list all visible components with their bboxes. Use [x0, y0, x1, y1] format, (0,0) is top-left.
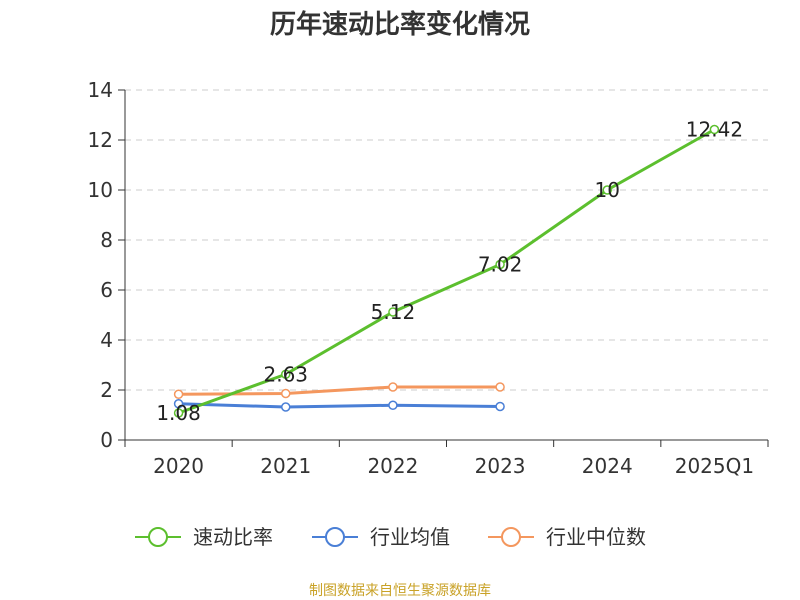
series-point[interactable]	[495, 382, 505, 392]
legend-item-0[interactable]: 速动比率	[135, 525, 273, 549]
y-tick-label: 0	[100, 428, 113, 452]
series-point[interactable]	[388, 400, 398, 410]
series-point[interactable]	[709, 124, 720, 135]
series-point[interactable]	[281, 402, 291, 412]
data-label: 7.02	[478, 253, 523, 277]
data-label: 5.12	[371, 300, 416, 324]
legend-label: 行业均值	[370, 525, 450, 549]
y-tick-label: 12	[88, 128, 113, 152]
data-label: 2.63	[263, 362, 308, 386]
x-tick-label: 2023	[475, 454, 526, 478]
legend[interactable]: 速动比率 行业均值 行业中位数	[135, 525, 646, 549]
series-point[interactable]	[495, 401, 505, 412]
legend-item-1[interactable]: 行业均值	[312, 525, 450, 549]
y-tick-label: 4	[100, 328, 113, 352]
series-point[interactable]	[281, 369, 291, 379]
y-tick-label: 2	[100, 378, 113, 402]
x-tick-label: 2021	[260, 454, 311, 478]
series-point[interactable]	[173, 399, 184, 409]
legend-marker	[501, 527, 521, 547]
x-tick-label: 2024	[582, 454, 633, 478]
x-tick-label: 2025Q1	[675, 454, 754, 478]
series-point[interactable]	[173, 389, 184, 399]
legend-marker	[325, 527, 345, 547]
data-labels: 1.08 2.63 5.12 7.02 10 12.42	[156, 118, 743, 426]
series-point[interactable]	[602, 185, 612, 195]
series-point[interactable]	[388, 307, 398, 317]
series-point[interactable]	[173, 408, 184, 418]
series-line-0	[178, 128, 716, 415]
axes: 0 2 4 6 8 10 12 14 2020 2021 2022 2023 2024 2025Q1	[88, 78, 769, 478]
x-tick-label: 2022	[367, 454, 418, 478]
y-tick-label: 6	[100, 278, 113, 302]
legend-item-2[interactable]: 行业中位数	[488, 525, 646, 549]
source-note: 制图数据来自恒生聚源数据库	[309, 583, 491, 599]
series-point[interactable]	[495, 259, 505, 270]
legend-label: 行业中位数	[546, 525, 646, 549]
x-tick-label: 2020	[153, 454, 204, 478]
series-group	[173, 124, 720, 418]
y-tick-label: 14	[88, 78, 113, 102]
data-label: 10	[595, 178, 620, 202]
series-point[interactable]	[281, 388, 291, 399]
series-point[interactable]	[388, 382, 398, 392]
legend-marker	[148, 527, 168, 547]
data-label: 1.08	[156, 401, 201, 425]
series-line-2	[178, 385, 501, 396]
grid-lines	[125, 89, 768, 391]
y-tick-label: 8	[100, 228, 113, 252]
data-label: 12.42	[686, 118, 743, 142]
series-line-1	[178, 402, 501, 409]
y-tick-label: 10	[88, 178, 113, 202]
chart-title: 历年速动比率变化情况	[270, 9, 530, 40]
legend-label: 速动比率	[193, 525, 273, 549]
